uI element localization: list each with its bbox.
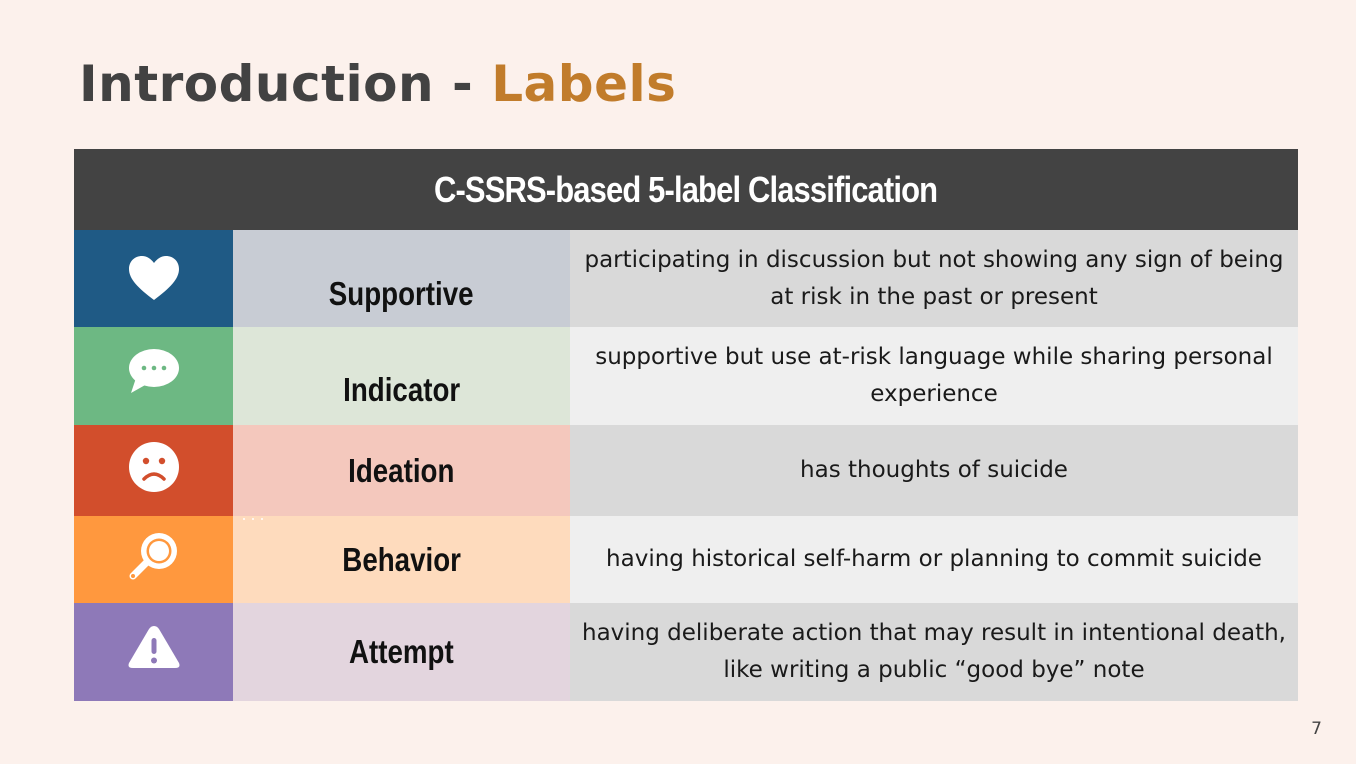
label-attempt: Attempt xyxy=(349,633,454,670)
decorative-speck xyxy=(243,518,265,521)
page-number: 7 xyxy=(1311,719,1322,739)
description-cell: supportive but use at-risk language whil… xyxy=(570,327,1298,425)
label-supportive: Supportive xyxy=(329,275,474,312)
icon-cell xyxy=(74,425,233,516)
classification-table: C-SSRS-based 5-label Classification Supp… xyxy=(74,149,1298,701)
heart-icon xyxy=(128,255,180,302)
label-cell: Behavior xyxy=(233,516,570,603)
speech-bubble-icon xyxy=(128,348,180,394)
label-cell: Indicator xyxy=(233,327,570,425)
table-header: C-SSRS-based 5-label Classification xyxy=(74,149,1298,230)
table-row-behavior: Behavior having historical self-harm or … xyxy=(74,516,1298,603)
table-row-ideation: Ideation has thoughts of suicide xyxy=(74,425,1298,516)
label-cell: Ideation xyxy=(233,425,570,516)
icon-cell xyxy=(74,230,233,327)
table-row-indicator: Indicator supportive but use at-risk lan… xyxy=(74,327,1298,425)
slide-title: Introduction - Labels xyxy=(79,54,676,114)
icon-cell xyxy=(74,603,233,701)
title-main: Introduction - xyxy=(79,55,492,113)
magnifier-icon xyxy=(127,530,181,582)
label-cell: Supportive xyxy=(233,230,570,327)
label-behavior: Behavior xyxy=(342,540,461,578)
table-header-text: C-SSRS-based 5-label Classification xyxy=(434,168,938,210)
table-row-attempt: Attempt having deliberate action that ma… xyxy=(74,603,1298,701)
description-cell: has thoughts of suicide xyxy=(570,425,1298,516)
label-ideation: Ideation xyxy=(348,451,455,489)
description-cell: having historical self-harm or planning … xyxy=(570,516,1298,603)
description-cell: having deliberate action that may result… xyxy=(570,603,1298,701)
icon-cell xyxy=(74,327,233,425)
label-cell: Attempt xyxy=(233,603,570,701)
title-accent: Labels xyxy=(491,55,677,113)
icon-cell xyxy=(74,516,233,603)
sad-face-icon xyxy=(128,441,180,493)
description-cell: participating in discussion but not show… xyxy=(570,230,1298,327)
label-indicator: Indicator xyxy=(342,371,461,408)
table-row-supportive: Supportive participating in discussion b… xyxy=(74,230,1298,327)
warning-icon xyxy=(127,624,181,670)
